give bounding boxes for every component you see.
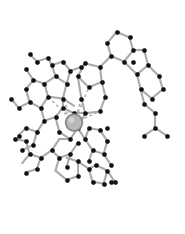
Circle shape bbox=[66, 114, 82, 131]
Circle shape bbox=[69, 117, 74, 123]
